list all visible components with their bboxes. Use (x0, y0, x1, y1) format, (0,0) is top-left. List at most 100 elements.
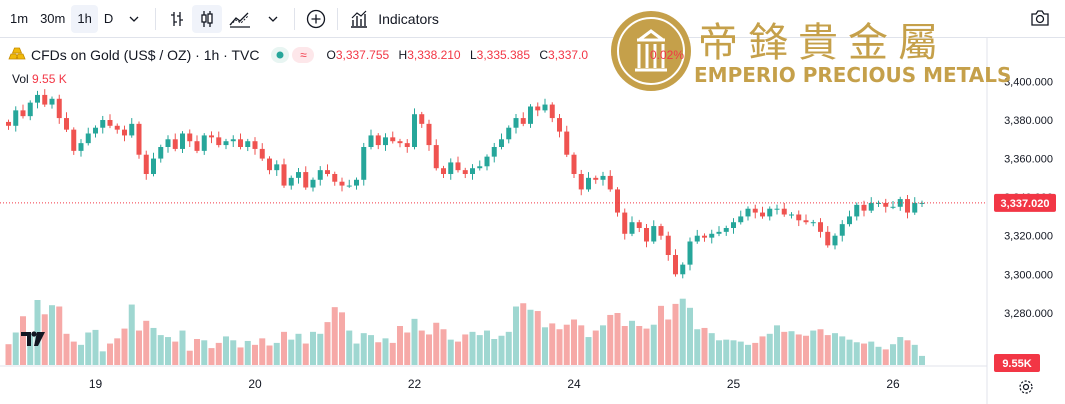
volume-bar (687, 307, 693, 365)
candle-body (520, 118, 526, 124)
volume-bar (368, 335, 374, 365)
candle-body (107, 120, 113, 126)
line-compare-icon[interactable] (222, 5, 258, 33)
volume-bar (317, 333, 324, 365)
candle-body (767, 208, 773, 217)
y-tick-label: 3,300.000 (1004, 269, 1053, 281)
camera-icon[interactable] (1030, 9, 1050, 32)
volume-bar (875, 346, 882, 365)
candle-body (310, 179, 316, 188)
timeframe-1h[interactable]: 1h (71, 4, 98, 33)
volume-bar (252, 344, 258, 365)
timeframe-d[interactable]: D (103, 10, 114, 26)
delayed-data-icon[interactable]: ≈ (292, 46, 315, 63)
candle-body (274, 164, 280, 171)
volume-bar (542, 327, 548, 365)
candle-body (535, 106, 541, 111)
candle-body (93, 127, 98, 134)
settings-icon[interactable] (1018, 379, 1034, 400)
candle-body (542, 104, 548, 111)
volume-bar (85, 332, 92, 365)
volume-bar (803, 335, 809, 365)
candle-body (513, 118, 519, 128)
candle-body (339, 181, 345, 186)
candle-body (252, 141, 258, 149)
volume-bar (520, 303, 527, 365)
volume-bar (774, 325, 780, 365)
volume-bar (868, 341, 875, 365)
volume-bar (20, 316, 26, 365)
top-toolbar: 1m 30m 1h D Indicators (0, 0, 1065, 38)
indicators-icon[interactable] (344, 5, 374, 33)
volume-bar (788, 331, 795, 365)
volume-bar (716, 340, 722, 365)
candle-body (354, 179, 359, 186)
low-value: 3,335.385 (476, 47, 531, 62)
volume-bar (607, 314, 614, 365)
volume-bar (244, 340, 251, 365)
volume-bar (527, 309, 534, 365)
chevron-down-icon[interactable] (258, 5, 288, 33)
volume-bar (382, 338, 389, 365)
volume-bar (339, 312, 345, 365)
candle-body (796, 214, 802, 221)
candle-body (752, 208, 758, 213)
candle-body (20, 110, 26, 117)
timeframe-1m[interactable]: 1m (10, 10, 29, 26)
chevron-down-icon[interactable] (119, 5, 149, 33)
volume-bar (897, 337, 904, 365)
volume-bar (462, 334, 469, 365)
volume-bar (397, 326, 403, 365)
ohlc-values: O3,337.755 H3,338.210 L3,335.385 C3,337.… (326, 48, 594, 62)
volume-bar (484, 330, 490, 365)
volume-bar (665, 319, 672, 365)
candle-body (905, 199, 910, 213)
candle-body (600, 175, 606, 180)
volume-bar (186, 350, 193, 365)
indicators-button[interactable]: Indicators (378, 10, 439, 27)
emperio-logo: 帝鋒貴金屬 EMPERIO PRECIOUS METALS (610, 10, 1011, 92)
candle-body (629, 222, 635, 234)
candle-body (383, 137, 388, 146)
candle-body (368, 135, 374, 147)
candle-body (172, 139, 178, 149)
candles-icon[interactable] (192, 4, 223, 33)
tradingview-logo-icon[interactable] (20, 330, 46, 353)
volume-bar (636, 326, 643, 365)
volume-bar (27, 333, 34, 365)
volume-bar (759, 336, 766, 365)
candle-body (158, 147, 164, 159)
candle-body (673, 255, 678, 275)
candle-body (912, 202, 918, 213)
volume-bar (99, 351, 106, 365)
market-status-icon[interactable] (271, 46, 290, 63)
symbol-title[interactable]: CFDs on Gold (US$ / OZ) · 1h · TVC (31, 46, 260, 63)
price-chart[interactable]: 3,280.0003,300.0003,320.0003,340.0003,36… (0, 38, 1065, 404)
candle-body (245, 141, 251, 147)
volume-bar (324, 322, 331, 365)
candle-body (549, 104, 555, 119)
volume-bar (832, 333, 838, 365)
candle-body (687, 241, 693, 265)
volume-bar (426, 334, 432, 365)
high-value: 3,338.210 (407, 47, 461, 62)
volume-bar (302, 343, 309, 365)
timeframe-30m[interactable]: 30m (40, 10, 66, 26)
candle-body (209, 135, 214, 138)
add-icon[interactable] (301, 5, 331, 33)
symbol-legend: CFDs on Gold (US$ / OZ) · 1h · TVC ≈ O3,… (8, 46, 594, 63)
volume-bar (904, 340, 911, 365)
y-tick-label: 3,320.000 (1004, 231, 1053, 243)
last-volume-label: 9.55K (1002, 358, 1031, 370)
volume-bar (375, 342, 382, 365)
volume-bar (266, 345, 273, 365)
candle-body (680, 264, 686, 275)
candle-body (484, 156, 490, 167)
volume-bar (447, 339, 454, 365)
bar-chart-icon[interactable] (162, 5, 192, 33)
candle-body (397, 141, 403, 144)
candle-body (651, 226, 657, 242)
volume-bar (288, 339, 295, 365)
volume-bar (223, 336, 229, 365)
candle-body (499, 139, 504, 147)
